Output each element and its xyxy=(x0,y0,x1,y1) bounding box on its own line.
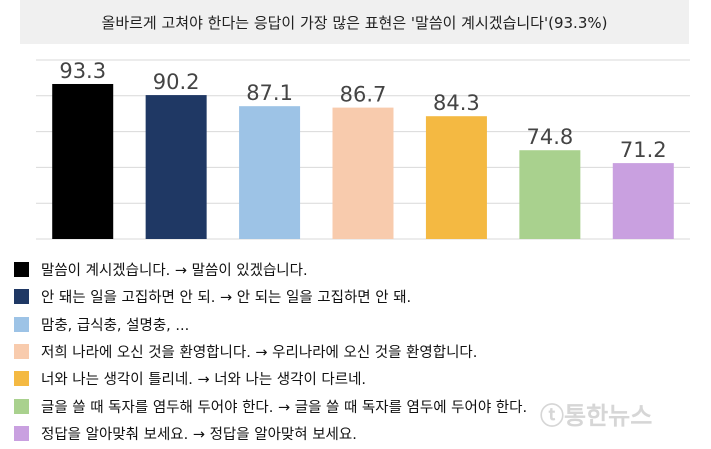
bar xyxy=(519,150,581,239)
data-label: 71.2 xyxy=(620,138,667,162)
data-label: 84.3 xyxy=(433,91,480,115)
legend-item: 정답을 알아맞춰 보세요. → 정답을 알아맞혀 보세요. xyxy=(14,420,527,447)
chart-title: 올바르게 고쳐야 한다는 응답이 가장 많은 표현은 '말씀이 계시겠습니다'(… xyxy=(20,0,689,44)
legend-label: 저희 나라에 오신 것을 환영합니다. → 우리나라에 오신 것을 환영합니다. xyxy=(41,345,478,362)
data-label: 86.7 xyxy=(340,83,387,107)
legend-swatch xyxy=(14,262,29,278)
legend-item: 글을 쓸 때 독자를 염두해 두어야 한다. → 글을 쓸 때 독자를 염두에 … xyxy=(14,392,527,419)
legend: 말씀이 계시겠습니다. → 말씀이 있겠습니다. 안 돼는 일을 고집하면 안 되… xyxy=(14,256,527,447)
legend-label: 안 돼는 일을 고집하면 안 되. → 안 되는 일을 고집하면 안 돼. xyxy=(41,290,412,307)
watermark-logo: ⓣ통한뉴스 xyxy=(540,402,653,430)
legend-item: 저희 나라에 오신 것을 환영합니다. → 우리나라에 오신 것을 환영합니다. xyxy=(14,338,527,365)
bar-chart: 93.3 90.2 87.1 86.7 84.3 74.8 71.2 xyxy=(36,59,690,240)
legend-swatch xyxy=(14,425,29,441)
legend-swatch xyxy=(14,371,29,387)
legend-swatch xyxy=(14,344,29,360)
data-label: 87.1 xyxy=(246,81,293,105)
bar xyxy=(612,163,674,239)
bar xyxy=(332,107,394,239)
legend-label: 너와 나는 생각이 틀리네. → 너와 나는 생각이 다르네. xyxy=(41,372,367,389)
legend-label: 정답을 알아맞춰 보세요. → 정답을 알아맞혀 보세요. xyxy=(41,426,357,443)
bar xyxy=(145,95,207,239)
legend-item: 말씀이 계시겠습니다. → 말씀이 있겠습니다. xyxy=(14,256,527,283)
legend-label: 말씀이 계시겠습니다. → 말씀이 있겠습니다. xyxy=(41,263,308,280)
legend-item: 안 돼는 일을 고집하면 안 되. → 안 되는 일을 고집하면 안 돼. xyxy=(14,283,527,310)
legend-swatch xyxy=(14,316,29,332)
legend-swatch xyxy=(14,398,29,414)
legend-item: 맘충, 급식충, 설명충, ... xyxy=(14,311,527,338)
legend-label: 글을 쓸 때 독자를 염두해 두어야 한다. → 글을 쓸 때 독자를 염두에 … xyxy=(41,399,528,416)
data-label: 74.8 xyxy=(526,125,573,149)
bar xyxy=(425,116,487,239)
data-label: 90.2 xyxy=(153,70,200,94)
bar xyxy=(239,106,301,239)
bar xyxy=(52,83,114,240)
legend-label: 맘충, 급식충, 설명충, ... xyxy=(41,317,190,334)
legend-item: 너와 나는 생각이 틀리네. → 너와 나는 생각이 다르네. xyxy=(14,365,527,392)
legend-swatch xyxy=(14,289,29,305)
data-label: 93.3 xyxy=(59,59,106,83)
